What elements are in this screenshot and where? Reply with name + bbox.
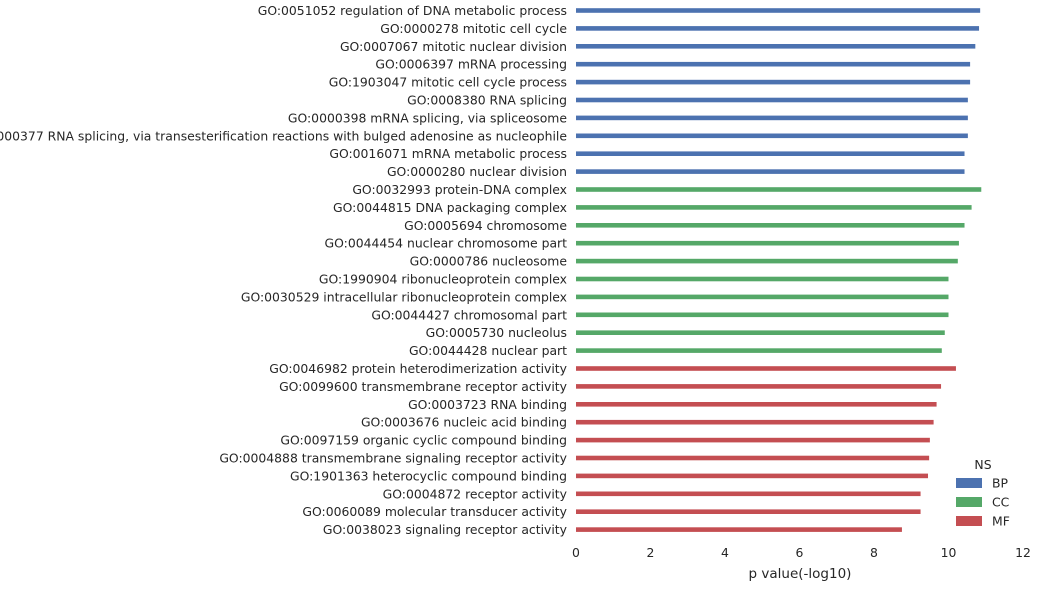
category-label: GO:0044428 nuclear part bbox=[409, 343, 567, 358]
legend-swatch bbox=[956, 497, 982, 507]
bar bbox=[576, 258, 958, 264]
category-label: GO:0005694 chromosome bbox=[404, 218, 567, 233]
x-axis-ticks: 0 2 4 6 8 10 12 bbox=[572, 545, 1031, 560]
category-label: GO:0046982 protein heterodimerization ac… bbox=[269, 361, 567, 376]
category-label: GO:0000278 mitotic cell cycle bbox=[380, 21, 567, 36]
category-labels: GO:0051052 regulation of DNA metabolic p… bbox=[0, 3, 567, 537]
legend-label: BP bbox=[992, 476, 1009, 491]
category-label: GO:0000398 mRNA splicing, via spliceosom… bbox=[288, 110, 567, 125]
category-label: GO:0000280 nuclear division bbox=[387, 164, 567, 179]
legend-swatch bbox=[956, 516, 982, 526]
bar bbox=[576, 61, 971, 67]
bar bbox=[576, 366, 956, 371]
bar bbox=[576, 205, 972, 210]
bar bbox=[576, 97, 968, 103]
legend-entries: BP CC MF bbox=[956, 476, 1010, 529]
bar bbox=[576, 44, 976, 49]
category-label: GO:0000377 RNA splicing, via transesteri… bbox=[0, 128, 567, 143]
x-tick-label: 4 bbox=[721, 545, 729, 560]
category-label: GO:0051052 regulation of DNA metabolic p… bbox=[258, 3, 567, 18]
category-label: GO:0030529 intracellular ribonucleoprote… bbox=[241, 289, 567, 304]
bar bbox=[576, 473, 929, 479]
bar bbox=[576, 402, 937, 407]
bar bbox=[576, 384, 942, 389]
x-tick-label: 12 bbox=[1015, 545, 1031, 560]
legend-label: CC bbox=[992, 495, 1009, 510]
bar bbox=[576, 509, 921, 514]
bar bbox=[576, 491, 921, 497]
bar bbox=[576, 169, 965, 174]
x-tick-label: 6 bbox=[796, 545, 804, 560]
category-label: GO:0044427 chromosomal part bbox=[371, 307, 567, 322]
category-label: GO:0032993 protein-DNA complex bbox=[352, 182, 567, 197]
category-label: GO:0008380 RNA splicing bbox=[407, 93, 567, 108]
category-label: GO:0005730 nucleolus bbox=[426, 325, 567, 340]
category-label: GO:1901363 heterocyclic compound binding bbox=[290, 468, 567, 483]
category-label: GO:1990904 ribonucleoprotein complex bbox=[319, 272, 567, 287]
bar bbox=[576, 455, 930, 461]
bar bbox=[576, 348, 942, 353]
bars-layer bbox=[576, 8, 982, 532]
bar bbox=[576, 26, 980, 31]
bar bbox=[576, 79, 971, 85]
category-label: GO:0044454 nuclear chromosome part bbox=[325, 236, 568, 251]
bar bbox=[576, 419, 934, 425]
category-label: GO:0097159 organic cyclic compound bindi… bbox=[280, 433, 567, 448]
legend-label: MF bbox=[992, 514, 1010, 529]
category-label: GO:0003723 RNA binding bbox=[408, 397, 567, 412]
x-tick-label: 8 bbox=[870, 545, 878, 560]
bar bbox=[576, 115, 968, 121]
x-tick-label: 0 bbox=[572, 545, 580, 560]
x-tick-label: 10 bbox=[941, 545, 957, 560]
bar bbox=[576, 437, 930, 443]
category-label: GO:0004888 transmembrane signaling recep… bbox=[219, 451, 567, 466]
category-label: GO:0099600 transmembrane receptor activi… bbox=[279, 379, 567, 394]
bar bbox=[576, 8, 981, 13]
bar bbox=[576, 527, 902, 532]
x-tick-label: 2 bbox=[647, 545, 655, 560]
legend-title: NS bbox=[974, 457, 991, 472]
category-label: GO:0007067 mitotic nuclear division bbox=[340, 39, 567, 54]
bar bbox=[576, 276, 949, 282]
bar bbox=[576, 223, 965, 228]
category-label: GO:0060089 molecular transducer activity bbox=[302, 504, 567, 519]
x-axis-title: p value(-log10) bbox=[749, 566, 852, 582]
category-label: GO:0003676 nucleic acid binding bbox=[361, 415, 567, 430]
bar bbox=[576, 187, 982, 192]
legend: NS BP CC MF bbox=[956, 457, 1010, 529]
category-label: GO:0000786 nucleosome bbox=[410, 254, 567, 269]
category-label: GO:0004872 receptor activity bbox=[383, 486, 567, 501]
category-label: GO:0016071 mRNA metabolic process bbox=[329, 146, 567, 161]
category-label: GO:0038023 signaling receptor activity bbox=[323, 522, 567, 537]
category-label: GO:0044815 DNA packaging complex bbox=[333, 200, 567, 215]
category-label: GO:1903047 mitotic cell cycle process bbox=[329, 75, 567, 90]
category-label: GO:0006397 mRNA processing bbox=[375, 57, 567, 72]
bar bbox=[576, 240, 959, 246]
bar bbox=[576, 330, 945, 335]
bar bbox=[576, 312, 949, 318]
bar bbox=[576, 294, 949, 300]
legend-swatch bbox=[956, 478, 982, 488]
bar bbox=[576, 133, 968, 139]
bar bbox=[576, 151, 965, 156]
